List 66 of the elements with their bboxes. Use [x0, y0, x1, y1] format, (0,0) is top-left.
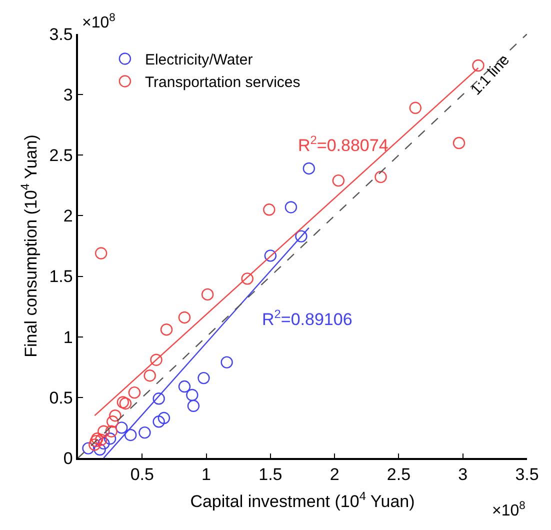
x-tick-label: 3.5	[515, 465, 539, 484]
point	[106, 416, 119, 428]
point	[263, 204, 276, 216]
legend-label: Electricity/Water	[144, 52, 253, 69]
y-tick-label: 0.5	[49, 388, 73, 408]
point	[119, 397, 132, 410]
point	[187, 400, 200, 412]
point	[186, 388, 198, 402]
point	[201, 288, 214, 301]
point	[150, 354, 162, 366]
text: ×10$^{8}$	[82, 12, 116, 32]
point	[82, 442, 94, 454]
point	[94, 434, 108, 446]
point	[198, 372, 210, 384]
x-axis-title: Capital investment (10$^{4}$ Yuan)	[190, 488, 415, 512]
point	[178, 380, 191, 393]
point	[128, 386, 141, 399]
y-tick-label: 3.5	[49, 24, 73, 44]
point	[452, 136, 466, 150]
point	[109, 410, 122, 422]
y-tick-label: 1	[63, 328, 73, 347]
y-tick-label: 1.5	[49, 267, 73, 286]
point	[220, 356, 233, 368]
point	[160, 323, 173, 336]
point	[90, 434, 102, 448]
y-tick-label: 2.5	[49, 146, 73, 166]
x-tick-label: 3	[458, 465, 468, 484]
point	[98, 425, 110, 438]
point	[241, 272, 254, 285]
point	[284, 201, 298, 214]
point	[105, 425, 118, 438]
point	[178, 311, 191, 324]
legend-label: Transportation services	[144, 74, 300, 92]
x-tick-label: 2	[330, 465, 340, 484]
x-tick-label: 2.5	[386, 465, 411, 484]
point	[158, 412, 170, 424]
annotation: R$^{2}$=0.88074	[298, 133, 388, 156]
point	[98, 437, 110, 450]
point	[332, 174, 345, 187]
point	[124, 428, 137, 442]
x-tick-label: 0.5	[130, 465, 154, 484]
point	[264, 250, 277, 262]
point	[94, 247, 108, 260]
y-tick-label: 2	[63, 206, 73, 226]
point	[472, 59, 484, 72]
y-tick-label: 3	[63, 86, 73, 105]
x-tick-label: 1.5	[258, 465, 282, 484]
point	[302, 162, 316, 175]
text: ×10$^{8}$	[492, 500, 526, 520]
point	[374, 170, 387, 184]
annotation: R$^{2}$=0.89106	[262, 307, 352, 330]
point	[144, 370, 156, 382]
point	[116, 396, 129, 408]
point	[88, 438, 101, 451]
point	[91, 432, 104, 445]
point	[295, 230, 308, 242]
point	[152, 392, 165, 405]
point	[116, 422, 128, 434]
point	[152, 416, 165, 428]
point	[409, 102, 422, 114]
point	[94, 443, 106, 456]
y-tick-label: 0	[63, 448, 73, 468]
annotation: 1:1 line	[468, 52, 514, 99]
point	[104, 432, 116, 445]
x-tick-label: 1	[202, 465, 212, 484]
point	[138, 426, 151, 439]
